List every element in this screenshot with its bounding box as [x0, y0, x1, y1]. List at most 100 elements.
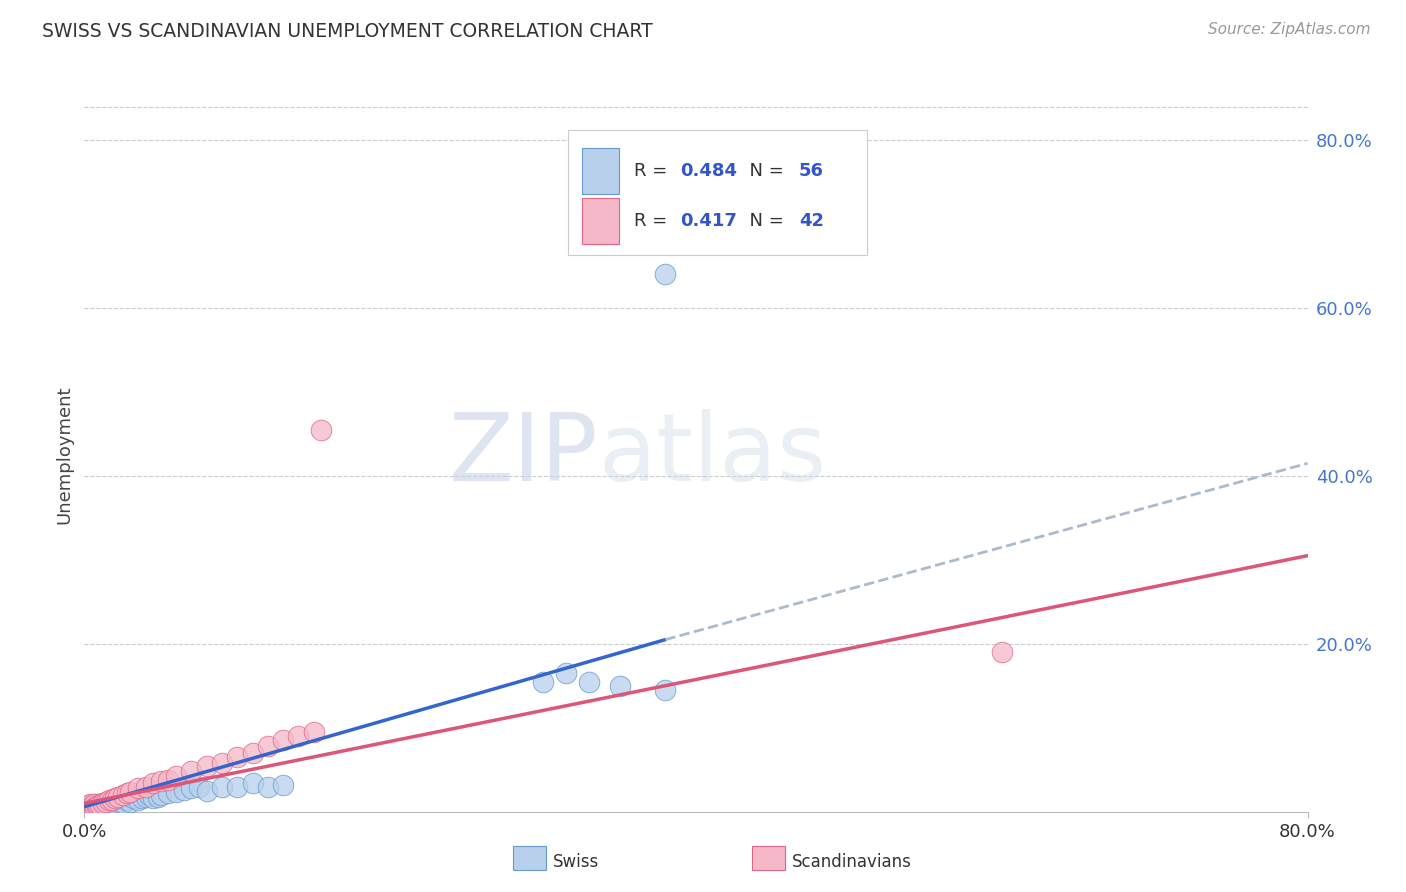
Point [149, 788, 172, 802]
Text: atlas: atlas [598, 409, 827, 501]
Text: 42: 42 [799, 212, 824, 230]
Point [80, 799, 103, 814]
Point [79, 797, 101, 812]
Point [107, 795, 129, 809]
Point [77, 798, 100, 813]
Point [165, 784, 187, 798]
Point [84, 799, 107, 814]
Point [131, 791, 153, 805]
Point [79, 801, 101, 815]
Point [173, 783, 195, 797]
Point [83, 797, 105, 812]
Point [77, 801, 100, 815]
Point [94, 798, 117, 813]
Point [242, 776, 264, 790]
FancyBboxPatch shape [568, 130, 868, 255]
Point [76, 801, 98, 815]
Point [135, 789, 157, 804]
Point [104, 791, 127, 805]
Point [83, 800, 105, 814]
Point [75, 802, 97, 816]
Point [80, 801, 103, 815]
Point [86, 801, 108, 815]
Point [242, 746, 264, 760]
Point [120, 784, 142, 798]
Point [87, 797, 110, 812]
Point [991, 645, 1014, 659]
Point [135, 780, 157, 794]
FancyBboxPatch shape [582, 148, 619, 194]
Point [79, 800, 101, 814]
Point [654, 268, 676, 282]
Point [111, 788, 134, 802]
Point [96, 800, 118, 814]
Point [609, 679, 631, 693]
Point [91, 799, 114, 814]
Text: 0.484: 0.484 [681, 162, 737, 180]
Text: Swiss: Swiss [553, 853, 599, 871]
Text: 0.417: 0.417 [681, 212, 737, 230]
Point [211, 756, 233, 770]
Point [115, 793, 138, 807]
Point [76, 799, 98, 814]
Point [226, 780, 249, 794]
Point [578, 674, 600, 689]
Point [91, 797, 114, 811]
Text: N =: N = [738, 162, 789, 180]
Point [77, 797, 100, 812]
Point [84, 797, 107, 812]
Point [142, 776, 165, 790]
Point [87, 800, 110, 814]
Point [654, 683, 676, 698]
Point [257, 780, 280, 794]
Point [79, 797, 101, 812]
Point [165, 769, 187, 783]
Point [101, 793, 124, 807]
Point [188, 780, 211, 794]
Point [146, 789, 169, 804]
Text: 56: 56 [799, 162, 824, 180]
Point [311, 423, 333, 437]
Point [271, 778, 294, 792]
Point [180, 764, 202, 779]
Text: ZIP: ZIP [449, 409, 598, 501]
Point [555, 666, 578, 681]
Point [89, 797, 111, 812]
Text: SWISS VS SCANDINAVIAN UNEMPLOYMENT CORRELATION CHART: SWISS VS SCANDINAVIAN UNEMPLOYMENT CORRE… [42, 22, 652, 41]
Point [84, 800, 107, 814]
Point [149, 774, 172, 789]
Point [75, 800, 97, 814]
Point [75, 799, 97, 814]
Point [80, 798, 103, 813]
Point [142, 791, 165, 805]
Point [120, 795, 142, 809]
Point [91, 797, 114, 811]
Point [127, 781, 149, 796]
Point [211, 780, 233, 794]
Text: R =: R = [634, 162, 672, 180]
Point [101, 797, 124, 811]
Point [86, 798, 108, 813]
Point [104, 797, 127, 812]
FancyBboxPatch shape [582, 198, 619, 244]
Point [97, 797, 120, 812]
Point [86, 798, 108, 813]
Point [157, 772, 180, 787]
Point [287, 729, 309, 743]
Point [94, 795, 117, 809]
Point [115, 786, 138, 800]
Point [531, 674, 554, 689]
Point [111, 797, 134, 811]
Y-axis label: Unemployment: Unemployment [55, 385, 73, 524]
Text: Scandinavians: Scandinavians [792, 853, 912, 871]
Point [80, 802, 103, 816]
Text: Source: ZipAtlas.com: Source: ZipAtlas.com [1208, 22, 1371, 37]
Point [97, 793, 120, 807]
Point [83, 797, 105, 812]
Point [89, 801, 111, 815]
Text: N =: N = [738, 212, 789, 230]
Point [107, 789, 129, 804]
Point [77, 801, 100, 815]
Point [138, 788, 160, 802]
Point [226, 750, 249, 764]
